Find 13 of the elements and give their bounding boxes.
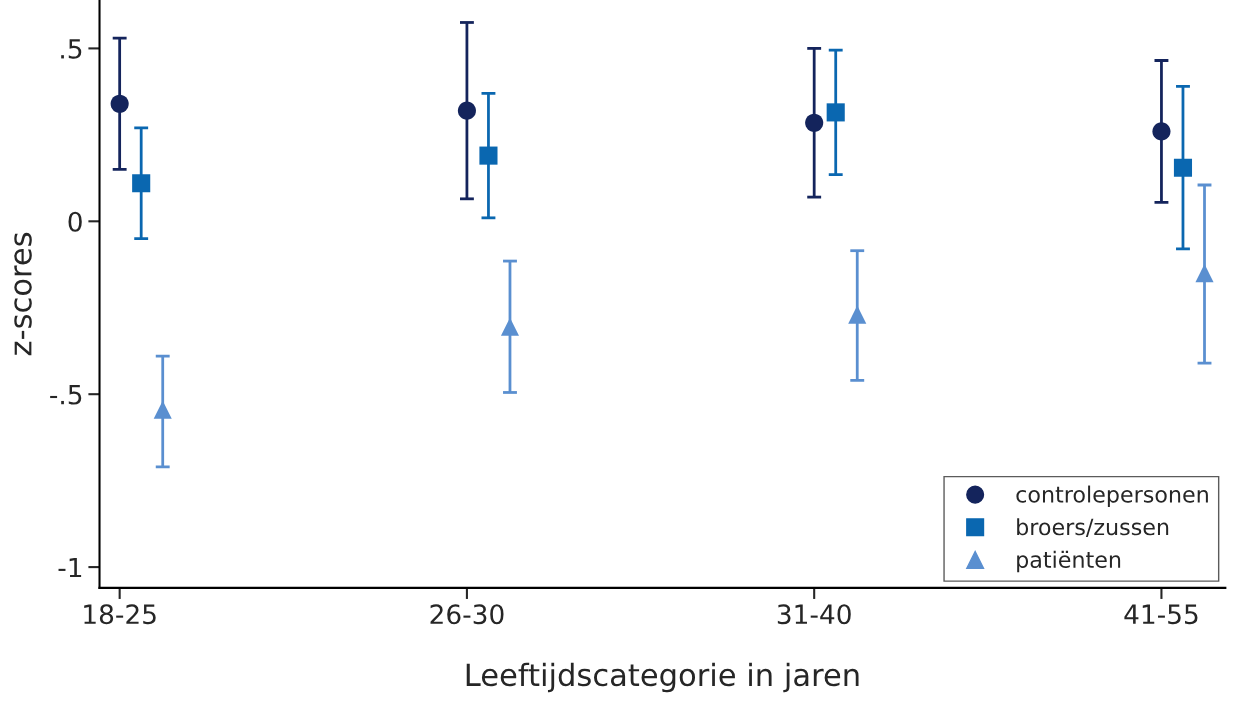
x-tick-label: 26-30 — [430, 604, 504, 625]
y-tick-label: 0 — [68, 211, 82, 232]
x-tick-label: 18-25 — [84, 604, 156, 625]
y-tick-label: -1 — [58, 557, 82, 578]
x-axis-title: Leeftijdscategorie in jaren — [466, 662, 859, 693]
y-axis-title: z-scores — [14, 232, 32, 356]
legend-label: broers/zussen — [1017, 518, 1169, 538]
legend-label: patiënten — [1017, 550, 1121, 573]
x-tick-label: 41-55 — [1124, 604, 1198, 625]
y-tick-label: -.5 — [50, 384, 82, 405]
y-tick-label: .5 — [61, 39, 82, 59]
x-tick-label: 31-40 — [777, 604, 851, 625]
legend-label: controlepersonen — [1016, 485, 1208, 508]
